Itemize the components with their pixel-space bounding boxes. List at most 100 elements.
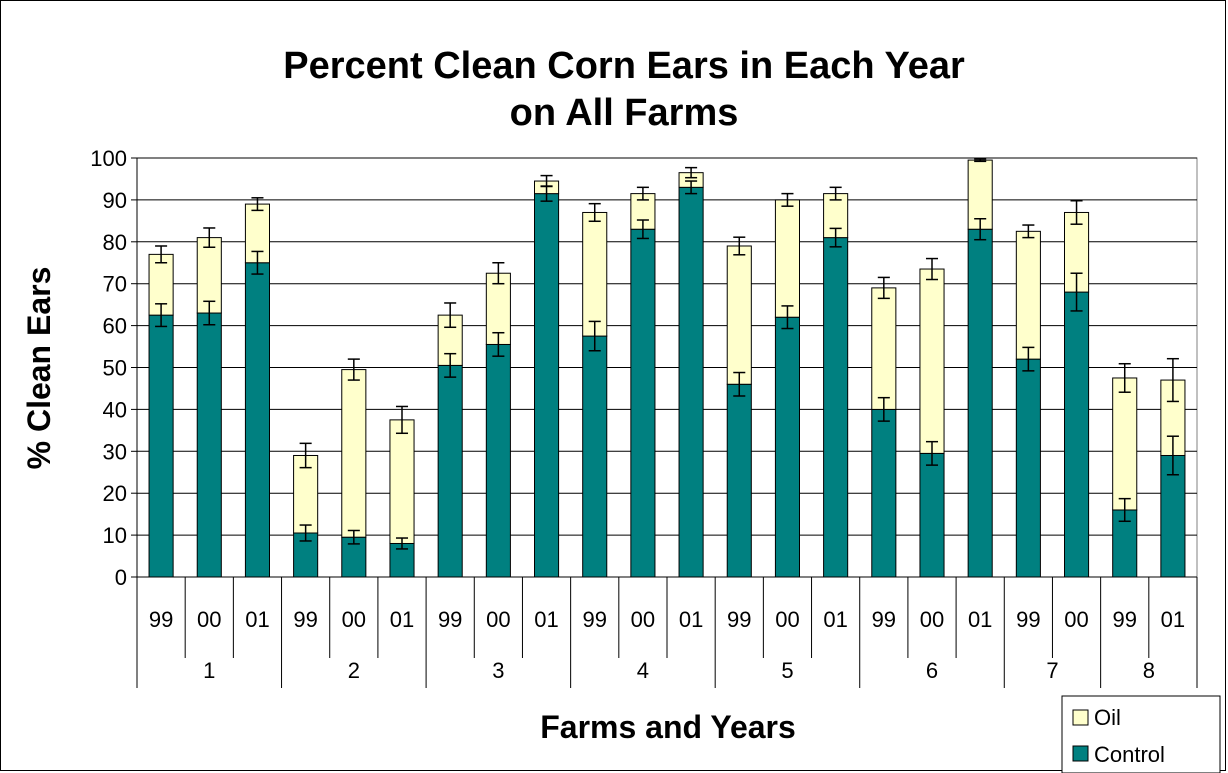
oil-error-10 (636, 186, 649, 201)
x-farm-label-1: 1 (203, 658, 215, 683)
oil-bar-20 (1112, 377, 1138, 511)
x-year-label-20: 99 (1112, 607, 1136, 632)
x-year-label-6: 99 (438, 607, 462, 632)
oil-error-9 (588, 202, 601, 223)
control-error-9 (588, 320, 601, 352)
oil-error-11 (685, 166, 698, 179)
oil-error-4 (347, 358, 360, 381)
oil-error-8 (540, 174, 553, 188)
x-year-label-2: 01 (245, 607, 269, 632)
oil-error-3 (299, 442, 312, 469)
control-bar-0 (148, 314, 174, 578)
x-year-label-13: 00 (775, 607, 799, 632)
x-year-label-8: 01 (534, 607, 558, 632)
control-error-5 (395, 537, 409, 550)
x-year-label-16: 00 (920, 607, 944, 632)
x-year-label-10: 00 (631, 607, 655, 632)
control-error-4 (347, 529, 360, 545)
control-error-19 (1070, 272, 1083, 312)
control-bar-2 (244, 262, 270, 578)
control-bar-1 (196, 312, 222, 578)
y-tick-label-40: 40 (103, 397, 127, 422)
x-axis-title: Farms and Years (540, 709, 796, 745)
x-year-label-3: 99 (293, 607, 317, 632)
oil-error-18 (1022, 224, 1035, 239)
legend-label-control: Control (1094, 742, 1165, 767)
control-error-10 (636, 219, 649, 240)
control-error-14 (829, 227, 842, 248)
control-error-11 (685, 180, 698, 195)
oil-bar-17 (967, 159, 993, 230)
x-year-label-19: 00 (1064, 607, 1088, 632)
control-error-3 (299, 524, 312, 542)
x-year-label-4: 00 (342, 607, 366, 632)
control-bar-15 (871, 408, 897, 578)
control-error-15 (877, 396, 890, 422)
legend: Oil Control (1061, 695, 1221, 773)
oil-bar-1 (196, 237, 222, 314)
oil-bar-13 (774, 199, 801, 318)
control-bar-8 (534, 193, 560, 578)
oil-error-14 (829, 186, 842, 201)
x-farm-label-6: 6 (926, 658, 938, 683)
x-year-label-11: 01 (679, 607, 703, 632)
oil-error-17 (974, 158, 987, 163)
oil-error-0 (155, 245, 168, 264)
oil-error-19 (1070, 199, 1083, 225)
oil-bar-4 (341, 369, 367, 538)
control-error-12 (733, 371, 746, 397)
oil-error-20 (1118, 362, 1131, 393)
bars-layer (148, 158, 1186, 578)
y-tick-label-90: 90 (103, 188, 127, 213)
x-farm-label-3: 3 (492, 658, 504, 683)
control-error-13 (781, 305, 794, 330)
control-bar-17 (967, 228, 993, 578)
control-error-16 (925, 440, 939, 466)
control-bar-19 (1064, 291, 1090, 578)
x-year-label-18: 99 (1016, 607, 1040, 632)
x-farm-label-8: 8 (1143, 658, 1155, 683)
oil-error-2 (251, 197, 264, 212)
control-error-0 (155, 303, 168, 328)
x-farm-label-5: 5 (781, 658, 793, 683)
control-error-6 (444, 352, 457, 378)
control-bar-14 (823, 237, 849, 578)
legend-swatch-control (1072, 745, 1089, 762)
chart-title-line-1: Percent Clean Corn Ears in Each Year (283, 45, 965, 87)
oil-bar-16 (919, 268, 945, 454)
control-bar-3 (293, 532, 319, 578)
x-year-label-17: 01 (968, 607, 992, 632)
oil-error-21 (1166, 357, 1179, 403)
oil-bar-15 (871, 287, 897, 410)
y-tick-label-10: 10 (103, 523, 127, 548)
control-error-21 (1166, 435, 1179, 476)
control-error-1 (203, 300, 216, 326)
oil-error-6 (444, 302, 457, 329)
x-farm-label-4: 4 (637, 658, 649, 683)
x-farm-label-2: 2 (348, 658, 360, 683)
y-tick-label-20: 20 (103, 481, 127, 506)
control-error-7 (492, 331, 505, 357)
oil-bar-12 (726, 245, 752, 385)
legend-label-oil: Oil (1094, 705, 1121, 730)
y-tick-label-60: 60 (103, 314, 127, 339)
x-year-label-9: 99 (582, 607, 606, 632)
control-bar-12 (726, 383, 752, 578)
control-bar-16 (919, 452, 945, 578)
control-bar-13 (774, 316, 801, 578)
chart-title-line-2: on All Farms (510, 92, 739, 134)
oil-error-16 (925, 257, 939, 281)
control-bar-11 (678, 186, 704, 578)
control-error-2 (251, 250, 264, 275)
oil-error-13 (781, 192, 794, 207)
x-year-label-0: 99 (149, 607, 173, 632)
oil-bar-9 (582, 211, 608, 337)
x-year-label-14: 01 (823, 607, 847, 632)
y-tick-label-0: 0 (115, 565, 127, 590)
x-farm-label-7: 7 (1046, 658, 1058, 683)
oil-error-12 (733, 236, 746, 256)
x-year-label-15: 99 (872, 607, 896, 632)
